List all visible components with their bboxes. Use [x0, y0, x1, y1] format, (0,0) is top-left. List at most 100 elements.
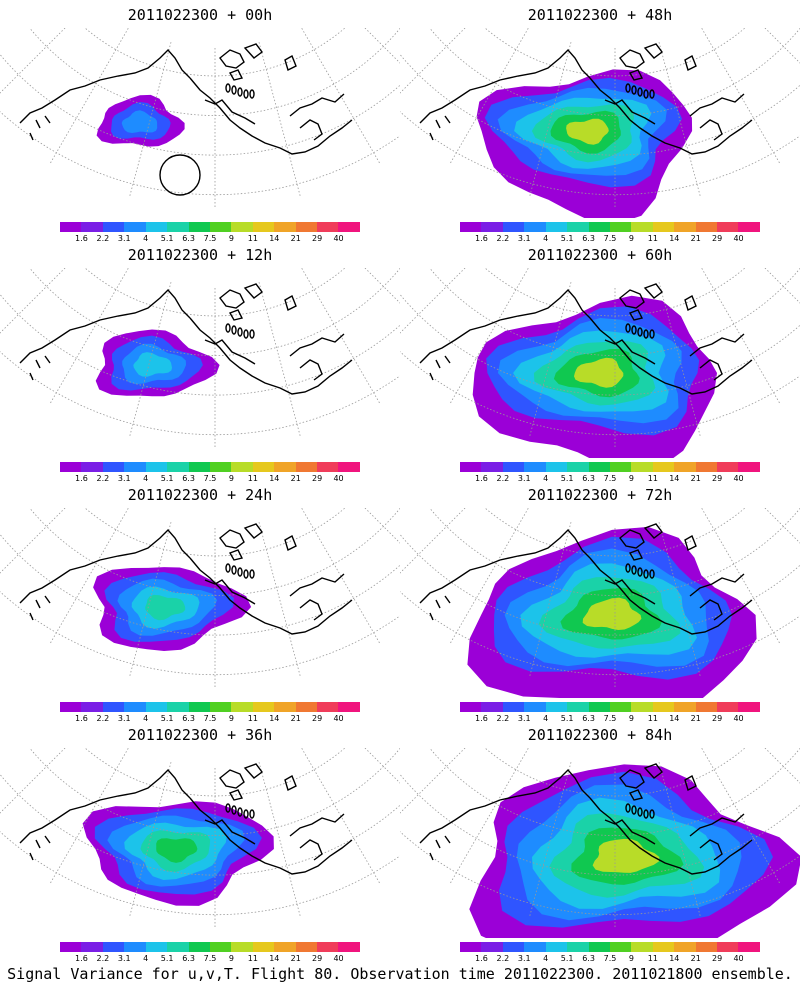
colorbar-swatch: [252, 222, 275, 232]
colorbar-swatch: [124, 702, 146, 712]
colorbar-swatch: [674, 462, 696, 472]
colorbar-tick-label: 11: [247, 234, 258, 243]
arctic-islands: [219, 523, 297, 579]
panel-title: 2011022300 + 48h: [527, 6, 673, 24]
colorbar-swatch: [717, 702, 739, 712]
colorbar-tick-label: 7.5: [603, 234, 617, 243]
colorbar-tick-label: 29: [712, 954, 723, 963]
colorbar-tick-label: 4: [143, 234, 149, 243]
colorbar-tick-label: 29: [312, 954, 323, 963]
colorbar: [60, 702, 360, 712]
colorbar-swatch: [524, 702, 546, 712]
arctic-islands: [219, 43, 297, 99]
colorbar-tick-label: 7.5: [203, 474, 217, 483]
colorbar-tick-label: 9: [628, 474, 634, 483]
colorbar-tick-label: 3.1: [517, 954, 531, 963]
colorbar-tick-label: 3.1: [517, 234, 531, 243]
colorbar-tick-label: 40: [733, 954, 744, 963]
arctic-islands: [219, 283, 297, 339]
colorbar-swatch: [588, 222, 610, 232]
graticule: [400, 508, 800, 688]
coastline: [19, 43, 353, 155]
colorbar-tick-label: 9: [628, 954, 634, 963]
colorbar-tick-label: 5.1: [160, 714, 174, 723]
colorbar-tick-label: 2.2: [496, 714, 510, 723]
colorbar-swatch: [60, 942, 82, 952]
colorbar-swatch: [695, 462, 718, 472]
colorbar-swatch: [188, 462, 210, 472]
colorbar-swatch: [167, 462, 189, 472]
colorbar-tick-label: 1.6: [475, 954, 488, 963]
colorbar-tick-label: 6.3: [582, 474, 595, 483]
colorbar-swatch: [81, 222, 103, 232]
colorbar-tick-label: 4: [543, 234, 549, 243]
colorbar-swatch: [188, 702, 210, 712]
colorbar-tick-label: 21: [690, 714, 701, 723]
colorbar-tick-label: 5.1: [560, 714, 574, 723]
coastline: [419, 523, 753, 635]
colorbar-swatch: [567, 702, 589, 712]
colorbar-tick-label: 21: [690, 234, 701, 243]
colorbar-swatch: [124, 462, 146, 472]
graticule: [400, 748, 800, 928]
colorbar-swatch: [652, 222, 675, 232]
colorbar-swatch: [481, 462, 503, 472]
colorbar-tick-label: 4: [543, 474, 549, 483]
colorbar-tick-label: 3.1: [117, 954, 131, 963]
arctic-islands: [619, 43, 697, 99]
colorbar-tick-label: 6.3: [182, 474, 195, 483]
colorbar-tick-label: 5.1: [160, 234, 174, 243]
map-panel-60h: 2011022300 + 60h 1.6 2.2 3.1 4 5.1 6.3 7.5 9 11 1…: [400, 240, 800, 483]
colorbar-tick-label: 2.2: [96, 234, 110, 243]
colorbar-swatch: [231, 222, 253, 232]
colorbar-tick-label: 3.1: [517, 474, 531, 483]
colorbar-tick-label: 4: [143, 954, 149, 963]
colorbar-swatch: [145, 702, 168, 712]
colorbar-labels: 1.6 2.2 3.1 4 5.1 6.3 7.5 9 11 14 21 29 40: [60, 474, 360, 484]
colorbar-tick-label: 2.2: [96, 714, 110, 723]
colorbar-swatch: [524, 462, 546, 472]
panel-title: 2011022300 + 60h: [527, 246, 673, 264]
colorbar-tick-label: 9: [228, 474, 234, 483]
colorbar-tick-label: 29: [312, 234, 323, 243]
colorbar-tick-label: 11: [647, 714, 658, 723]
colorbar-swatch: [167, 702, 189, 712]
colorbar-tick-label: 9: [628, 234, 634, 243]
colorbar-swatch: [695, 942, 718, 952]
colorbar-tick-label: 9: [228, 954, 234, 963]
colorbar-tick-label: 2.2: [96, 474, 110, 483]
colorbar-tick-label: 11: [247, 714, 258, 723]
colorbar-swatch: [567, 942, 589, 952]
colorbar-tick-label: 5.1: [160, 954, 174, 963]
colorbar-tick-label: 6.3: [182, 234, 195, 243]
colorbar-swatch: [567, 462, 589, 472]
colorbar-swatch: [338, 222, 360, 232]
colorbar-tick-label: 14: [269, 234, 280, 243]
colorbar-swatch: [81, 942, 103, 952]
colorbar-swatch: [167, 942, 189, 952]
colorbar-tick-label: 29: [312, 714, 323, 723]
colorbar-swatch: [460, 942, 482, 952]
colorbar-tick-label: 4: [543, 954, 549, 963]
colorbar-tick-label: 14: [669, 714, 680, 723]
colorbar-swatch: [209, 222, 232, 232]
colorbar-tick-label: 21: [290, 234, 301, 243]
colorbar-swatch: [338, 462, 360, 472]
colorbar-swatch: [317, 702, 339, 712]
colorbar-swatch: [274, 942, 296, 952]
colorbar-tick-label: 3.1: [517, 714, 531, 723]
colorbar-tick-label: 40: [333, 714, 344, 723]
colorbar-swatch: [231, 942, 253, 952]
colorbar-swatch: [460, 222, 482, 232]
colorbar-labels: 1.6 2.2 3.1 4 5.1 6.3 7.5 9 11 14 21 29 40: [60, 714, 360, 724]
colorbar-swatch: [209, 942, 232, 952]
panel-title: 2011022300 + 84h: [527, 726, 673, 744]
colorbar-swatch: [274, 222, 296, 232]
colorbar-swatch: [502, 702, 525, 712]
colorbar-swatch: [481, 222, 503, 232]
panel-title: 2011022300 + 12h: [127, 246, 273, 264]
colorbar-tick-label: 3.1: [117, 714, 131, 723]
colorbar-tick-label: 3.1: [117, 234, 131, 243]
colorbar-swatch: [674, 702, 696, 712]
colorbar-swatch: [460, 702, 482, 712]
